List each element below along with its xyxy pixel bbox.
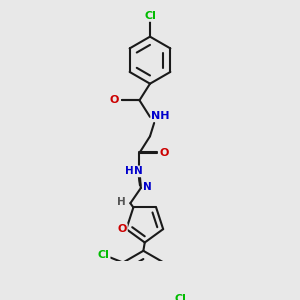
- Text: H: H: [117, 197, 126, 207]
- Text: O: O: [110, 95, 119, 105]
- Text: Cl: Cl: [174, 293, 186, 300]
- Text: Cl: Cl: [98, 250, 109, 260]
- Text: O: O: [118, 224, 127, 234]
- Text: NH: NH: [151, 110, 170, 121]
- Text: N: N: [134, 167, 142, 176]
- Text: O: O: [160, 148, 169, 158]
- Text: H: H: [125, 167, 134, 176]
- Text: Cl: Cl: [144, 11, 156, 21]
- Text: N: N: [143, 182, 152, 192]
